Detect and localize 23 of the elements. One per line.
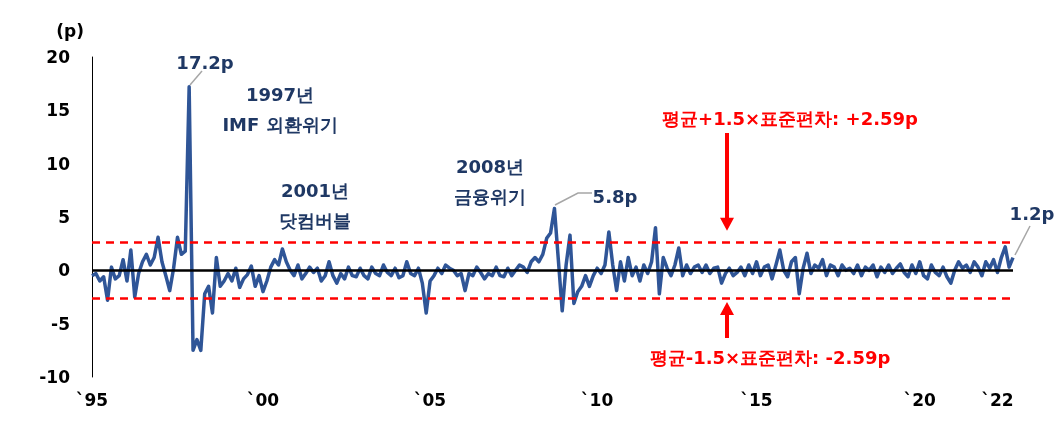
x-tick-label: `20 <box>903 389 936 410</box>
ref-line-label: 평균+1.5×표준편차: +2.59p <box>662 107 919 129</box>
x-tick-label: `10 <box>581 389 614 410</box>
y-axis-title: (p) <box>56 20 84 41</box>
annotation: 17.2p <box>176 51 234 73</box>
y-tick-label: 0 <box>58 260 71 281</box>
x-tick-label: `00 <box>246 389 280 410</box>
y-tick-label: 15 <box>46 100 70 121</box>
y-tick-label: 10 <box>46 153 71 174</box>
annotation: 2008년 금융위기 <box>454 155 526 207</box>
x-tick-label: `95 <box>75 389 109 410</box>
legend-label: 평균-1.5×표준편차: -2.59p <box>649 346 891 368</box>
annotation: 2001년 닷컴버블 <box>279 179 351 231</box>
annotation: 5.8p <box>592 185 638 207</box>
annotation: 1.2p <box>1009 202 1055 224</box>
y-tick-label: 20 <box>46 47 71 67</box>
annotation: 1997년 IMF 외환위기 <box>222 83 338 135</box>
y-tick-label: 5 <box>58 207 70 227</box>
x-tick-label: `22 <box>981 389 1014 410</box>
y-tick-label: -5 <box>51 313 70 334</box>
x-tick-label: `15 <box>740 389 773 410</box>
y-tick-label: -10 <box>39 367 71 387</box>
x-tick-label: `05 <box>414 389 447 410</box>
